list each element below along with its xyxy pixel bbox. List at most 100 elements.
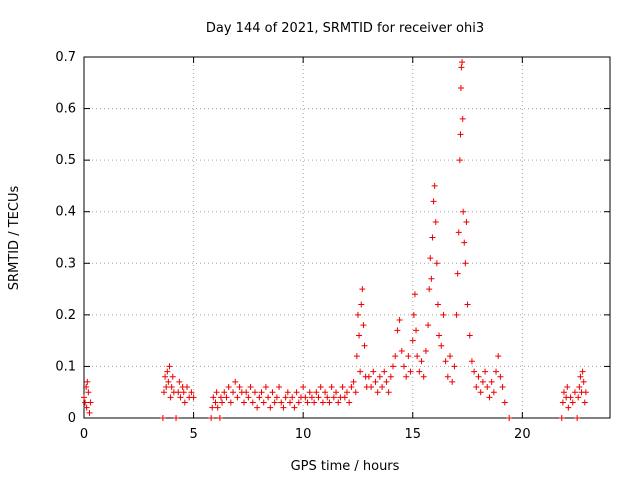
data-point: [376, 373, 383, 380]
data-point: [400, 363, 407, 370]
data-point: [208, 415, 215, 421]
data-point: [456, 157, 463, 164]
data-point: [387, 373, 394, 380]
data-point: [484, 384, 491, 391]
data-point: [265, 394, 272, 401]
data-point: [466, 332, 473, 339]
data-point: [216, 415, 223, 421]
data-point: [409, 337, 416, 344]
data-point: [223, 394, 230, 401]
data-point: [422, 347, 429, 354]
x-tick-label: 20: [514, 427, 531, 442]
y-tick-label: 0.5: [55, 153, 76, 168]
data-point: [560, 389, 567, 396]
data-point: [273, 394, 280, 401]
data-point: [169, 373, 176, 380]
data-point: [427, 255, 434, 262]
data-point: [396, 317, 403, 324]
data-point: [501, 399, 508, 406]
data-point: [390, 363, 397, 370]
x-tick-label: 0: [80, 427, 88, 442]
y-tick-label: 0.6: [55, 102, 76, 117]
data-point: [313, 389, 320, 396]
data-point: [464, 301, 471, 308]
data-point: [495, 353, 502, 360]
data-point: [418, 358, 425, 365]
x-tick-label: 5: [189, 427, 197, 442]
data-point: [304, 399, 311, 406]
data-point: [240, 399, 247, 406]
data-point: [175, 389, 182, 396]
x-axis-label: GPS time / hours: [291, 459, 400, 474]
data-point: [403, 373, 410, 380]
data-point: [429, 234, 436, 241]
data-point: [463, 219, 470, 226]
data-point: [180, 389, 187, 396]
data-point: [81, 394, 87, 401]
data-point: [365, 373, 372, 380]
data-point: [499, 384, 506, 391]
data-point: [232, 378, 239, 385]
data-point: [214, 404, 221, 411]
data-point: [83, 404, 90, 411]
data-point: [506, 415, 513, 421]
data-point: [236, 384, 243, 391]
y-axis-label: SRMTID / TECUs: [7, 186, 22, 291]
data-point: [249, 399, 256, 406]
data-point: [410, 311, 417, 318]
data-point: [433, 260, 440, 267]
data-point: [159, 415, 166, 421]
data-point: [86, 409, 93, 416]
data-point: [311, 399, 318, 406]
data-point: [348, 384, 355, 391]
y-tick-label: 0.2: [55, 308, 76, 323]
data-point: [416, 368, 423, 375]
data-point: [181, 399, 188, 406]
data-point: [451, 363, 458, 370]
data-point: [567, 394, 574, 401]
data-point: [458, 64, 465, 71]
data-point: [447, 353, 454, 360]
data-point: [354, 311, 361, 318]
data-point: [459, 115, 466, 122]
plot-frame: [83, 56, 611, 419]
data-point: [449, 378, 456, 385]
y-tick-label: 0.1: [55, 359, 76, 374]
y-tick-label: 0.4: [55, 205, 76, 220]
data-point: [83, 384, 90, 391]
data-point: [493, 368, 500, 375]
data-point: [188, 389, 195, 396]
data-point: [580, 378, 587, 385]
data-point: [360, 322, 367, 329]
data-point: [278, 399, 285, 406]
data-point: [210, 394, 217, 401]
data-point: [339, 384, 346, 391]
y-tick-label: 0: [68, 411, 76, 426]
data-point: [282, 394, 289, 401]
data-point: [453, 311, 460, 318]
data-point: [459, 59, 466, 66]
data-point: [258, 389, 265, 396]
data-point: [454, 270, 461, 277]
y-tick-label: 0.3: [55, 256, 76, 271]
data-point: [291, 404, 298, 411]
data-point: [488, 378, 495, 385]
grid: [84, 57, 610, 418]
data-point: [284, 389, 291, 396]
data-point: [267, 404, 274, 411]
data-point: [576, 384, 583, 391]
data-point: [308, 394, 315, 401]
data-point: [559, 399, 566, 406]
data-point: [350, 378, 357, 385]
data-point: [262, 384, 269, 391]
data-point: [457, 84, 464, 91]
data-point: [434, 301, 441, 308]
data-point: [230, 389, 237, 396]
data-point: [160, 389, 167, 396]
data-point: [357, 368, 364, 375]
data-point: [221, 389, 228, 396]
data-point: [411, 291, 418, 298]
data-point: [471, 368, 478, 375]
data-point: [379, 384, 386, 391]
data-point: [352, 389, 359, 396]
